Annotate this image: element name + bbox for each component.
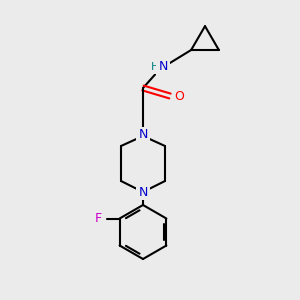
Text: F: F <box>95 212 102 225</box>
Text: N: N <box>138 128 148 142</box>
Text: N: N <box>138 185 148 199</box>
Text: H: H <box>151 62 159 72</box>
Text: N: N <box>158 61 168 74</box>
Text: O: O <box>174 89 184 103</box>
